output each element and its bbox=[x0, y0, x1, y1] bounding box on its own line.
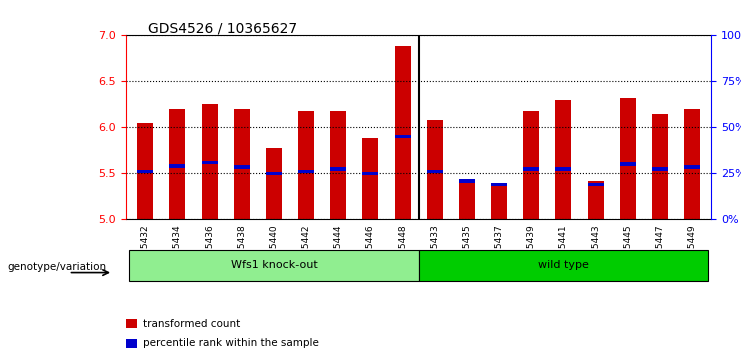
Bar bbox=[588, 181, 604, 219]
Bar bbox=[523, 111, 539, 219]
Bar bbox=[652, 167, 668, 171]
Bar bbox=[394, 46, 411, 219]
Text: percentile rank within the sample: percentile rank within the sample bbox=[142, 338, 319, 348]
Bar bbox=[491, 184, 507, 219]
Bar bbox=[137, 123, 153, 219]
Bar bbox=[459, 179, 475, 183]
Bar bbox=[555, 100, 571, 219]
Bar bbox=[555, 167, 571, 171]
Text: GDS4526 / 10365627: GDS4526 / 10365627 bbox=[148, 21, 297, 35]
Bar bbox=[427, 170, 443, 173]
Bar bbox=[523, 167, 539, 171]
Bar bbox=[619, 98, 636, 219]
Bar bbox=[126, 339, 137, 348]
Bar bbox=[170, 164, 185, 168]
Bar bbox=[202, 161, 218, 164]
Bar bbox=[202, 104, 218, 219]
Bar bbox=[362, 172, 379, 175]
FancyBboxPatch shape bbox=[129, 250, 419, 281]
Bar bbox=[684, 165, 700, 169]
Bar bbox=[126, 319, 137, 328]
Text: transformed count: transformed count bbox=[142, 319, 240, 329]
Bar bbox=[233, 109, 250, 219]
Bar bbox=[459, 181, 475, 219]
Bar bbox=[491, 183, 507, 186]
Bar bbox=[427, 120, 443, 219]
Bar bbox=[137, 170, 153, 173]
Bar bbox=[266, 148, 282, 219]
Text: wild type: wild type bbox=[538, 261, 589, 270]
FancyBboxPatch shape bbox=[419, 250, 708, 281]
Bar bbox=[394, 135, 411, 138]
Bar bbox=[233, 165, 250, 169]
Bar bbox=[298, 170, 314, 173]
Bar bbox=[684, 109, 700, 219]
Bar bbox=[330, 111, 346, 219]
Bar bbox=[588, 183, 604, 186]
Text: genotype/variation: genotype/variation bbox=[7, 262, 107, 272]
Bar bbox=[170, 109, 185, 219]
Text: Wfs1 knock-out: Wfs1 knock-out bbox=[230, 261, 317, 270]
Bar bbox=[362, 138, 379, 219]
Bar bbox=[330, 167, 346, 171]
Bar bbox=[652, 114, 668, 219]
Bar bbox=[619, 162, 636, 166]
Bar bbox=[298, 111, 314, 219]
Bar bbox=[266, 172, 282, 175]
